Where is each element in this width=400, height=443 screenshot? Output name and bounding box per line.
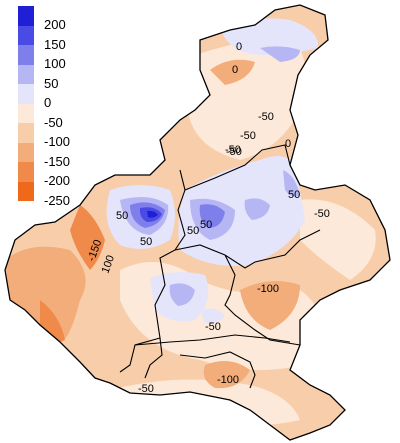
contour-label: 50 [116, 210, 128, 222]
legend-swatch [18, 45, 34, 65]
contour-label: -100 [257, 283, 279, 295]
legend-swatch [18, 25, 34, 45]
legend-row: -50 [18, 103, 88, 129]
contour-label: -50 [205, 321, 221, 333]
legend-label: 200 [44, 17, 66, 32]
legend-swatch [18, 181, 34, 201]
legend-label: -50 [44, 114, 63, 130]
region-outline [4, 4, 391, 441]
contour-label: -50 [226, 146, 242, 158]
legend-label: -250 [44, 192, 71, 208]
legend-row: 200 [18, 6, 88, 32]
legend-row: -250 [18, 181, 88, 207]
legend-label: -100 [44, 134, 71, 149]
legend-row: 50 [18, 64, 88, 90]
legend-label: -200 [44, 173, 71, 188]
legend-row: -200 [18, 162, 88, 188]
contour-label: 50 [200, 219, 212, 231]
contour-label: -50 [138, 383, 154, 395]
legend-label: 150 [44, 36, 66, 52]
legend-label: 50 [44, 75, 59, 91]
legend-swatch [18, 142, 34, 162]
legend-label: 0 [44, 95, 52, 110]
legend-swatch [18, 162, 34, 182]
province-borders [119, 144, 321, 389]
legend-swatch [18, 6, 34, 26]
contour-label: -50 [240, 130, 256, 142]
legend-row: 150 [18, 25, 88, 51]
legend-row: -150 [18, 142, 88, 168]
contour-label: 50 [187, 225, 199, 237]
contour-label: -100 [217, 374, 239, 386]
contour-label: 0 [285, 138, 291, 150]
legend-row: 100 [18, 45, 88, 71]
legend-swatch [18, 64, 34, 84]
contour-label: 0 [236, 41, 242, 53]
contour-label: 100 [100, 254, 118, 275]
contour-label: 50 [140, 236, 152, 248]
legend-swatch [18, 84, 34, 104]
legend-swatch [18, 123, 34, 143]
legend-row: -100 [18, 123, 88, 149]
legend-swatch [18, 103, 34, 123]
legend-label: -150 [44, 153, 71, 169]
contour-label: 0 [232, 64, 238, 76]
contour-label: -50 [258, 111, 274, 123]
legend: 200 150 100 50 0 -50 -100 -150 -200 -250 [18, 6, 88, 207]
contour-label: 50 [288, 189, 300, 201]
contour-label: -50 [314, 208, 330, 220]
legend-row: 0 [18, 84, 88, 110]
contour-label: -50 [225, 144, 241, 156]
legend-label: 100 [44, 56, 66, 71]
data-field [5, 5, 390, 440]
